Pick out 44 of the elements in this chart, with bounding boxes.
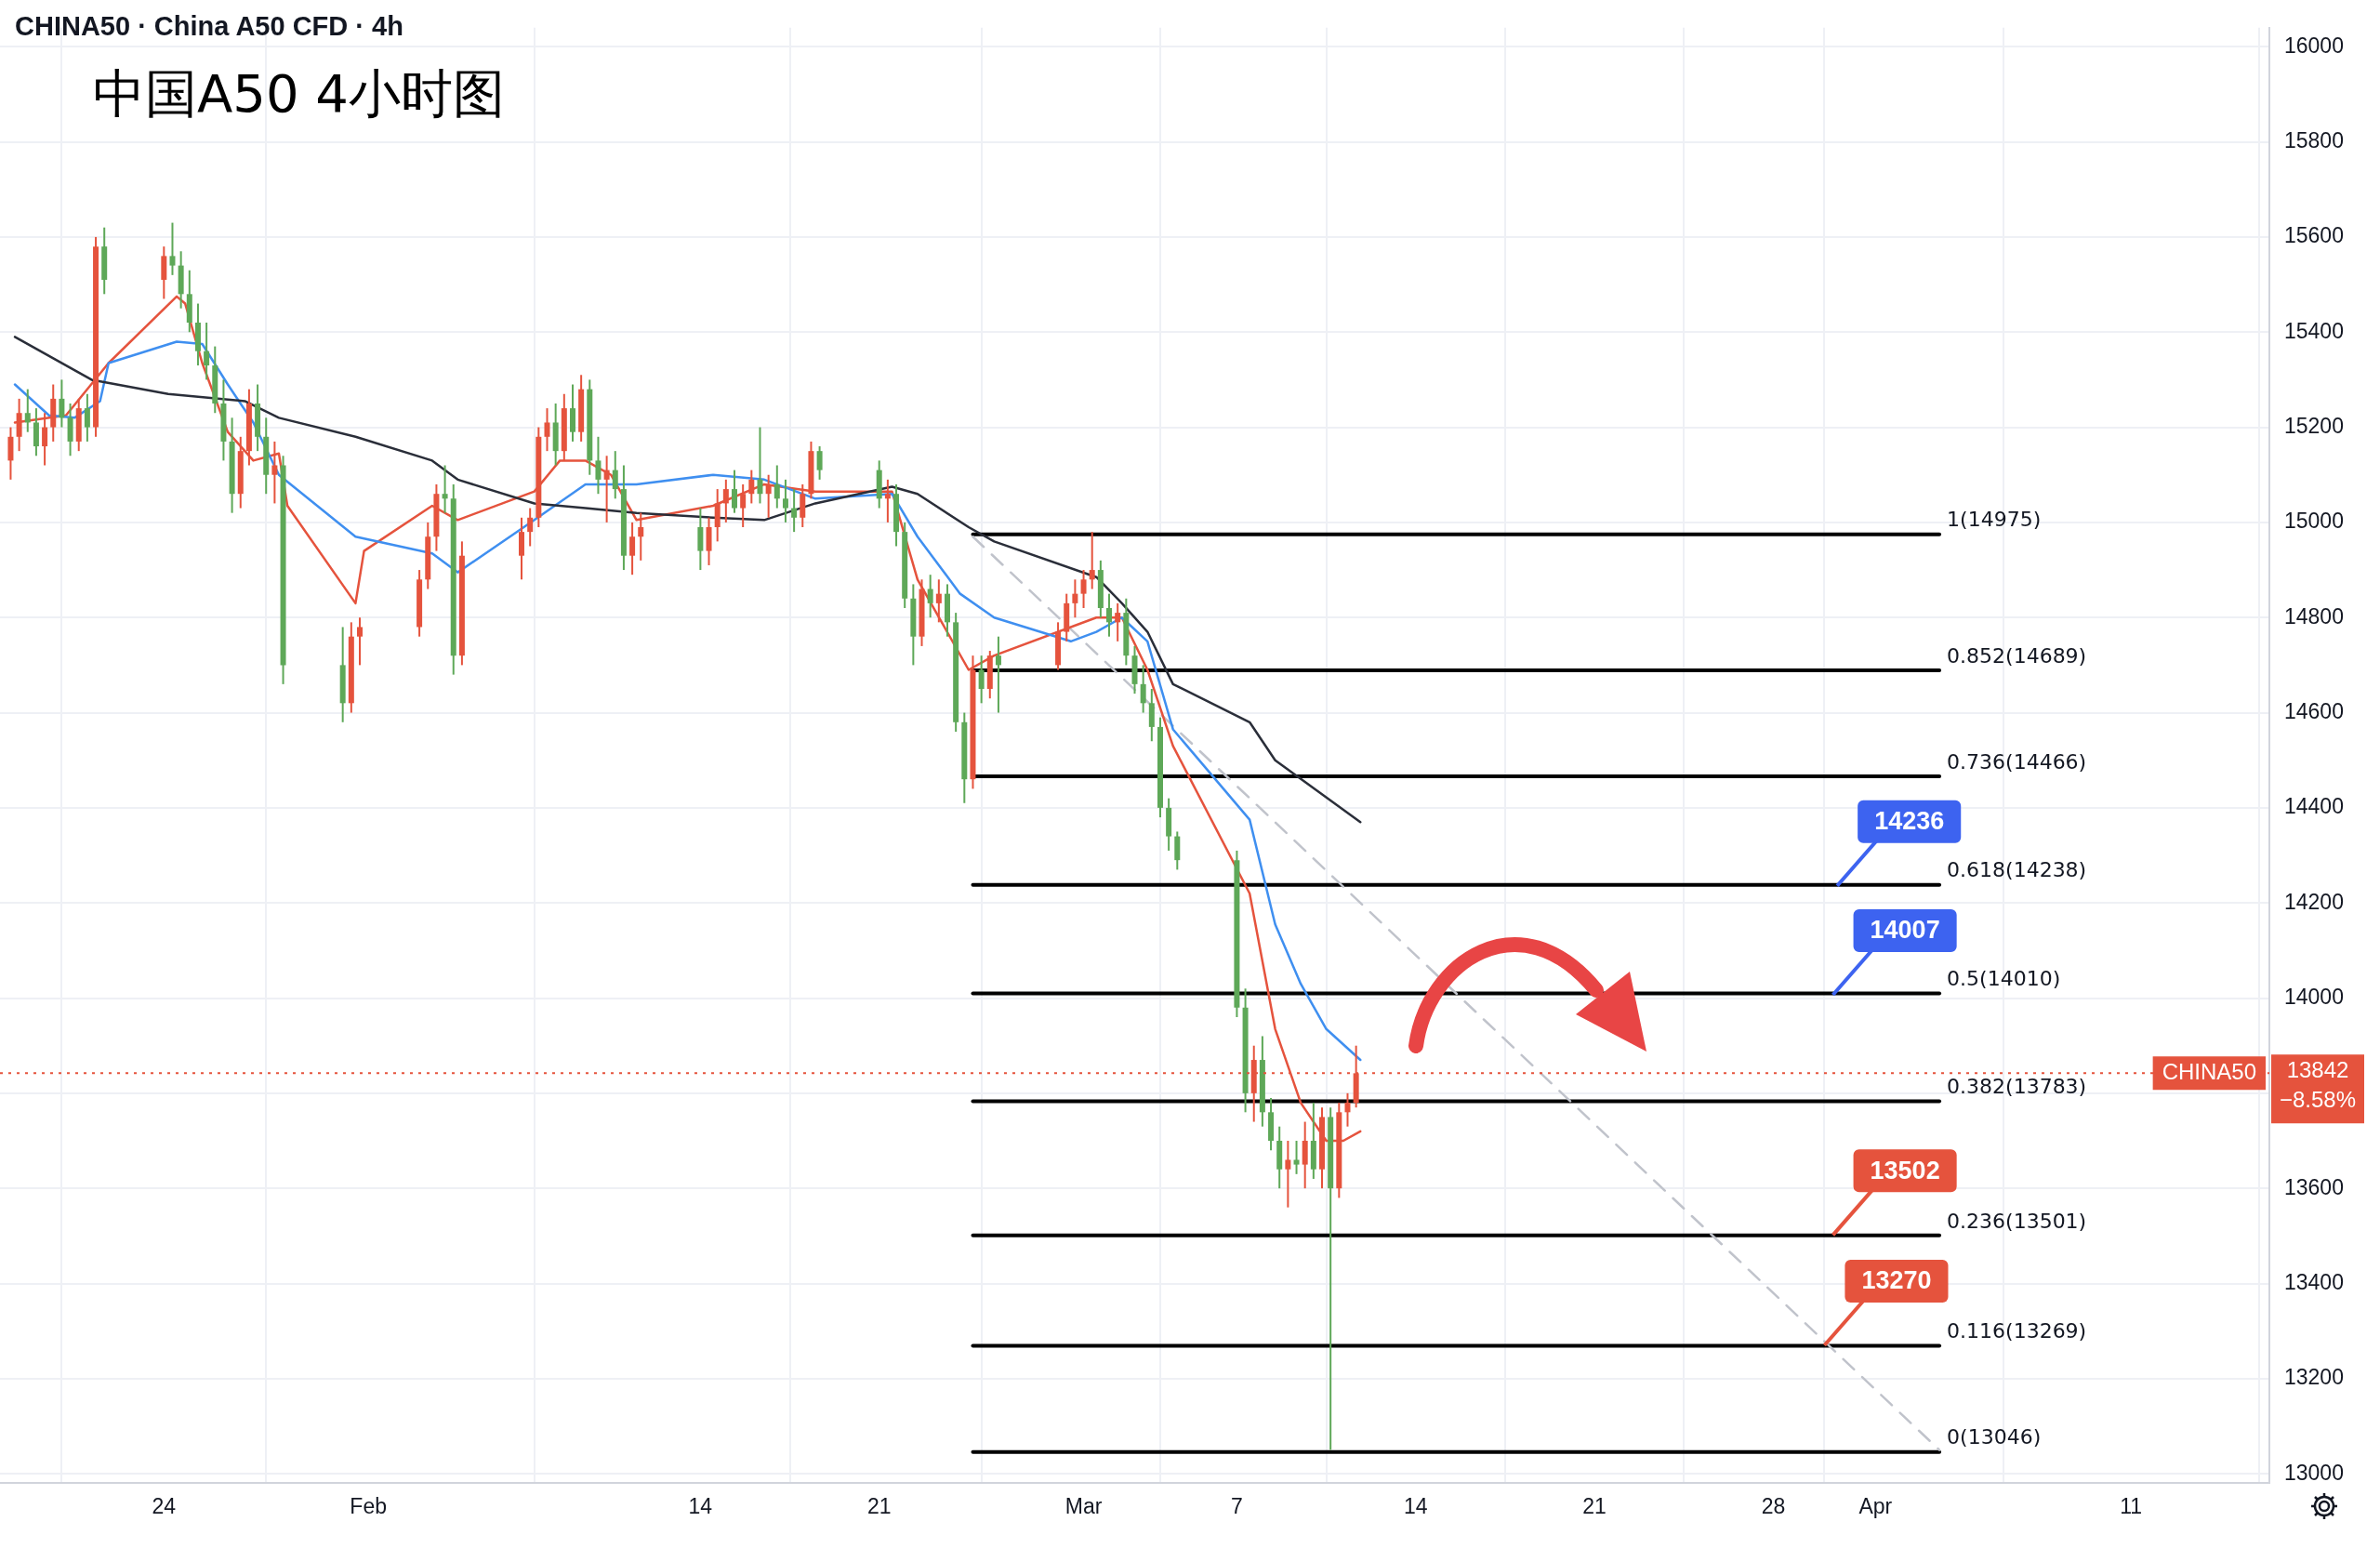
ref-line-label: CHINA50 [2162, 1059, 2256, 1084]
series-label: 0.736(14466) [1947, 749, 2087, 774]
y-tick-label: 14200 [2284, 889, 2344, 914]
y-tick-label: 15400 [2284, 318, 2344, 343]
x-tick-label: 24 [152, 1493, 177, 1518]
series-label: 0.382(13783) [1947, 1075, 2087, 1099]
y-tick-label: 14600 [2284, 698, 2344, 723]
series-label: 0.618(14238) [1947, 858, 2087, 882]
annotation: 13270 [1861, 1266, 1932, 1295]
y-tick-label: 13400 [2284, 1269, 2344, 1294]
annotation: 14236 [1874, 807, 1945, 836]
text: 中国A50 4小时图 [93, 62, 505, 126]
y-tick-label: 14800 [2284, 603, 2344, 628]
y-tick-label: 15000 [2284, 509, 2344, 534]
x-tick-label: 14 [1403, 1493, 1428, 1518]
y-tick-label: 15600 [2284, 223, 2344, 248]
y-tick-label: 16000 [2284, 33, 2344, 58]
series-label: 0.852(14689) [1947, 643, 2087, 668]
series-label: 0.5(14010) [1947, 967, 2061, 991]
x-tick-label: Apr [1858, 1493, 1893, 1518]
annotation: 13502 [1870, 1156, 1940, 1184]
x-tick-label: 21 [866, 1493, 892, 1518]
x-tick-label: 28 [1761, 1493, 1786, 1518]
text: 13842 [2286, 1057, 2349, 1082]
annotation: 14007 [1870, 916, 1940, 945]
y-tick-label: 13600 [2284, 1174, 2344, 1199]
x-tick-label: 7 [1231, 1493, 1243, 1518]
x-tick-label: Feb [350, 1493, 387, 1518]
y-tick-label: 14000 [2284, 984, 2344, 1009]
text: −8.58% [2279, 1087, 2357, 1112]
y-tick-label: 13000 [2284, 1460, 2344, 1485]
x-tick-label: 21 [1582, 1493, 1606, 1518]
chart-subtitle: CHINA50 · China A50 CFD · 4h [15, 11, 403, 42]
y-tick-label: 14400 [2284, 794, 2344, 819]
x-tick-label: Mar [1064, 1493, 1103, 1518]
y-tick-label: 13200 [2284, 1365, 2344, 1390]
x-tick-label: 11 [2120, 1493, 2143, 1518]
series-label: 1(14975) [1947, 508, 2042, 532]
y-tick-label: 15200 [2284, 413, 2344, 438]
series-label: 0.236(13501) [1947, 1209, 2087, 1233]
x-tick-label: 14 [688, 1493, 713, 1518]
series-label: 0.116(13269) [1947, 1319, 2087, 1343]
y-tick-label: 15800 [2284, 127, 2344, 152]
series-label: 0(13046) [1947, 1425, 2042, 1449]
